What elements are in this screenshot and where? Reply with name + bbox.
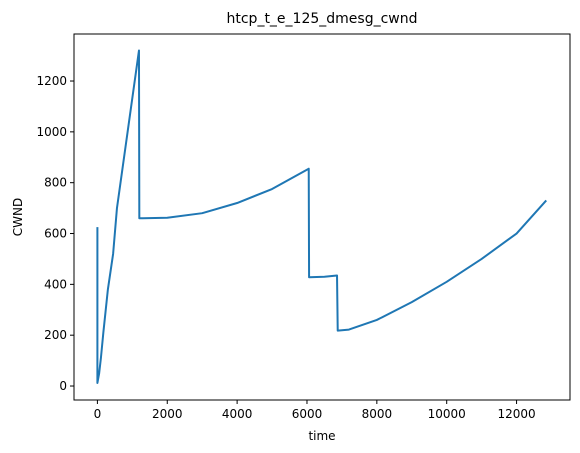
y-tick-label: 0 xyxy=(59,379,67,393)
y-tick-label: 600 xyxy=(44,227,67,241)
y-tick-label: 1000 xyxy=(36,125,67,139)
chart-title: htcp_t_e_125_dmesg_cwnd xyxy=(227,11,418,27)
x-axis-label: time xyxy=(308,429,335,443)
series-line-cwnd xyxy=(96,49,547,384)
y-tick-label: 800 xyxy=(44,176,67,190)
y-axis: 0 200 400 600 800 1000 1200 xyxy=(36,74,74,393)
x-tick-label: 4000 xyxy=(222,407,253,421)
x-tick-label: 0 xyxy=(94,407,102,421)
x-tick-label: 2000 xyxy=(152,407,183,421)
x-tick-label: 6000 xyxy=(292,407,323,421)
x-axis: 0 2000 4000 6000 8000 10000 12000 xyxy=(94,400,536,421)
x-tick-label: 10000 xyxy=(428,407,466,421)
y-tick-label: 200 xyxy=(44,328,67,342)
y-tick-label: 400 xyxy=(44,277,67,291)
x-tick-label: 12000 xyxy=(497,407,535,421)
y-axis-label: CWND xyxy=(11,198,25,236)
plot-area xyxy=(96,49,547,384)
axes-frame xyxy=(73,33,571,401)
y-tick-label: 1200 xyxy=(36,74,67,88)
x-tick-label: 8000 xyxy=(362,407,393,421)
